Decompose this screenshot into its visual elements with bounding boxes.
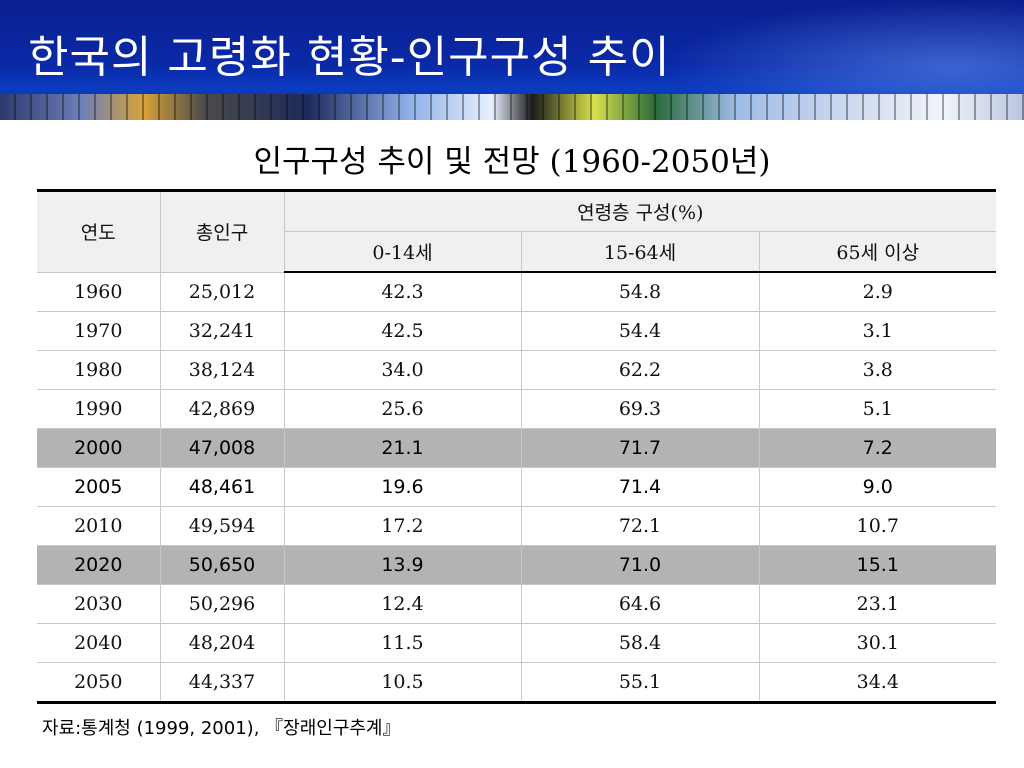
cell-age-65-plus: 3.8 [758,350,997,390]
source-note: 자료:통계청 (1999, 2001), 『장래인구추계』 [42,718,401,739]
title-banner: 한국의 고령화 현황-인구구성 추이 [0,0,1024,120]
header-age-65-plus: 65세 이상 [758,231,997,273]
table-row: 1970 32,241 42.5 54.4 3.1 [37,311,997,351]
table-row: 1980 38,124 34.0 62.2 3.8 [37,350,997,390]
banner-image-strip [0,94,1024,120]
cell-total: 38,124 [159,350,285,390]
header-age-group: 연령층 구성(%) [283,189,997,232]
cell-total: 44,337 [159,662,285,704]
header-age-15-64: 15-64세 [520,231,760,273]
table-row: 1990 42,869 25.6 69.3 5.1 [37,389,997,429]
header-row-1: 연도 총인구 연령층 구성(%) [37,189,997,273]
table-row-highlighted: 2000 47,008 21.1 71.7 7.2 [37,428,997,468]
cell-total: 32,241 [159,311,285,351]
cell-age-0-14: 10.5 [283,662,522,704]
cell-age-15-64: 54.4 [520,311,760,351]
cell-total: 48,461 [159,467,285,507]
cell-year: 2050 [37,662,161,704]
cell-age-15-64: 72.1 [520,506,760,546]
banner-glow [664,0,1024,94]
cell-age-15-64: 58.4 [520,623,760,663]
cell-age-65-plus: 10.7 [758,506,997,546]
cell-total: 25,012 [159,271,285,312]
cell-year: 2000 [37,428,161,468]
cell-year: 1990 [37,389,161,429]
cell-total: 49,594 [159,506,285,546]
cell-age-15-64: 71.7 [520,428,760,468]
cell-age-65-plus: 30.1 [758,623,997,663]
cell-year: 2030 [37,584,161,624]
cell-age-15-64: 69.3 [520,389,760,429]
cell-year: 2010 [37,506,161,546]
cell-age-15-64: 71.0 [520,545,760,585]
cell-year: 1980 [37,350,161,390]
cell-year: 2005 [37,467,161,507]
header-age-0-14: 0-14세 [284,231,522,273]
cell-age-65-plus: 23.1 [758,584,997,624]
cell-age-0-14: 42.5 [283,311,522,351]
cell-age-0-14: 25.6 [283,389,522,429]
cell-age-65-plus: 3.1 [758,311,997,351]
cell-age-15-64: 71.4 [520,467,760,507]
cell-age-0-14: 11.5 [283,623,522,663]
cell-age-15-64: 54.8 [520,271,760,312]
header-row-2: 0-14세 15-64세 65세 이상 [37,231,997,273]
table-row: 2050 44,337 10.5 55.1 34.4 [37,662,997,704]
cell-age-65-plus: 7.2 [758,428,997,468]
cell-age-65-plus: 9.0 [758,467,997,507]
cell-total: 50,650 [159,545,285,585]
cell-year: 2020 [37,545,161,585]
table-row: 2005 48,461 19.6 71.4 9.0 [37,467,997,507]
cell-year: 1960 [37,271,161,312]
slide-title: 한국의 고령화 현황-인구구성 추이 [28,32,671,83]
table-row: 2030 50,296 12.4 64.6 23.1 [37,584,997,624]
population-table: 연도 총인구 연령층 구성(%) 0-14세 15-64세 65세 이상 196… [37,189,997,704]
table-row-highlighted: 2020 50,650 13.9 71.0 15.1 [37,545,997,585]
cell-age-15-64: 62.2 [520,350,760,390]
cell-age-0-14: 21.1 [283,428,522,468]
cell-age-0-14: 17.2 [283,506,522,546]
header-year: 연도 [37,189,161,273]
table-row: 2010 49,594 17.2 72.1 10.7 [37,506,997,546]
cell-age-0-14: 12.4 [283,584,522,624]
table-row: 1960 25,012 42.3 54.8 2.9 [37,271,997,312]
cell-total: 50,296 [159,584,285,624]
cell-age-0-14: 42.3 [283,271,522,312]
cell-age-65-plus: 5.1 [758,389,997,429]
cell-year: 1970 [37,311,161,351]
table-row: 2040 48,204 11.5 58.4 30.1 [37,623,997,663]
cell-age-0-14: 34.0 [283,350,522,390]
cell-total: 48,204 [159,623,285,663]
cell-age-0-14: 13.9 [283,545,522,585]
header-total: 총인구 [159,189,285,273]
cell-total: 47,008 [159,428,285,468]
cell-age-65-plus: 2.9 [758,271,997,312]
cell-total: 42,869 [159,389,285,429]
cell-age-0-14: 19.6 [283,467,522,507]
cell-year: 2040 [37,623,161,663]
table-title: 인구구성 추이 및 전망 (1960-2050년) [253,144,771,180]
cell-age-15-64: 55.1 [520,662,760,704]
cell-age-65-plus: 34.4 [758,662,997,704]
cell-age-65-plus: 15.1 [758,545,997,585]
cell-age-15-64: 64.6 [520,584,760,624]
